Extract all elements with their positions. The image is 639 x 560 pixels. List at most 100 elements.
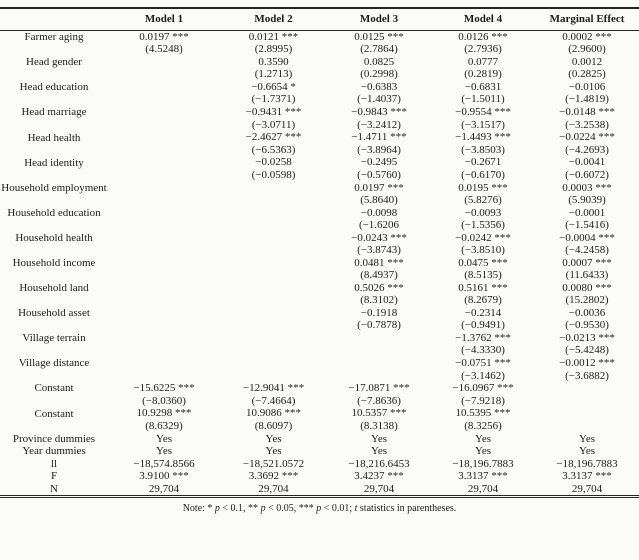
note-segment: Note: * <box>182 503 215 515</box>
table-row: (4.5248) (2.8995) (2.7864) (2.7936) (2.9600) <box>0 43 639 56</box>
coef-cell: −0.0148 *** <box>559 106 615 119</box>
note-segment: p <box>214 503 220 515</box>
table-row: Farmer aging 0.0197 *** 0.0121 *** 0.0125 *… <box>0 31 639 44</box>
coef-cell: −0.0106 <box>568 81 606 94</box>
table-row: (−3.0711) (−3.2412) (−3.1517) (−3.2538) <box>0 119 639 132</box>
coef-cell: −16.0967 *** <box>452 382 514 395</box>
table-row: (5.8640) (5.8276) (5.9039) <box>0 194 639 207</box>
row-label-spacer <box>0 119 108 132</box>
table-row: Village distance −0.0751 *** −0.0012 *** <box>0 357 639 369</box>
table-row: (−1.7371) (−1.4037) (−1.5011) (−1.4819) <box>0 93 639 106</box>
tstat-cell: (2.7936) <box>464 43 502 56</box>
coef-cell <box>108 282 220 294</box>
row-label-spacer <box>0 395 108 408</box>
coef-cell <box>108 332 220 344</box>
tstat-cell: (5.9039) <box>568 193 606 206</box>
tstat-cell: (−1.5416) <box>565 218 609 231</box>
summary-row: Year dummies Yes Yes Yes Yes Yes <box>0 445 639 458</box>
table-row: (−3.8743) (−3.8510) (−4.2458) <box>0 244 639 257</box>
summary-cell: Yes <box>474 445 491 458</box>
coef-cell: −0.0036 <box>568 307 606 320</box>
summary-cell: 29,704 <box>467 482 499 495</box>
coef-cell: 0.0002 *** <box>562 31 612 43</box>
coef-cell: −0.0093 <box>464 206 502 219</box>
coef-cell <box>220 232 327 244</box>
coef-cell <box>108 357 220 369</box>
coef-cell: −0.6654 * <box>251 81 296 94</box>
coef-cell: 0.0003 *** <box>562 181 612 194</box>
tstat-cell: (1.2713) <box>254 68 293 81</box>
tstat-cell: (11.6433) <box>565 269 609 282</box>
summary-cell: −18,521.0572 <box>242 457 305 470</box>
summary-cell: Yes <box>578 445 595 458</box>
coef-cell: −0.0001 <box>568 206 606 219</box>
tstat-cell: (5.8640) <box>360 193 398 206</box>
coef-cell: 0.0777 <box>467 56 499 69</box>
tstat-cell <box>108 319 220 332</box>
table-row: (−6.5363) (−3.8964) (−3.8503) (−4.2693) <box>0 144 639 157</box>
coef-cell: 10.9086 *** <box>246 407 301 420</box>
tstat-cell <box>535 420 639 433</box>
table-row: Head health −2.4627 *** −1.4711 *** −1.4493… <box>0 131 639 143</box>
tstat-cell: (−0.6170) <box>461 168 505 181</box>
table-row: Constant −15.6225 *** −12.9041 *** −17.0871… <box>0 382 639 394</box>
coef-cell: 0.0007 *** <box>562 256 612 269</box>
coef-cell: −17.0871 *** <box>348 382 410 395</box>
tstat-cell <box>220 219 327 232</box>
tstat-cell: (−1.4819) <box>565 93 609 106</box>
tstat-cell: (−4.3330) <box>461 344 505 357</box>
tstat-cell: (−1.7371) <box>251 93 296 106</box>
coef-cell <box>535 407 639 419</box>
tstat-cell: (4.5248) <box>145 43 183 56</box>
table-row: Constant 10.9298 *** 10.9086 *** 10.5357 **… <box>0 407 639 419</box>
tstat-cell <box>108 244 220 257</box>
tstat-cell: (−6.5363) <box>251 143 296 156</box>
summary-cell: −18,574.8566 <box>133 457 195 470</box>
summary-cell: Yes <box>265 445 282 458</box>
table-note: Note: * p < 0.1, ** p < 0.05, *** p < 0.… <box>0 502 639 515</box>
table-row: Head gender 0.3590 0.0825 0.0777 0.0012 <box>0 56 639 68</box>
tstat-cell <box>327 370 431 383</box>
coef-cell: −0.0213 *** <box>559 332 615 345</box>
tstat-cell: (−3.2538) <box>565 118 609 131</box>
tstat-cell: (8.5135) <box>464 269 502 282</box>
coef-cell: −0.0258 <box>255 156 292 169</box>
column-header: Marginal Effect <box>535 8 639 31</box>
table-row: Household income 0.0481 *** 0.0475 *** 0.00… <box>0 257 639 269</box>
row-label-spacer <box>0 68 108 81</box>
table-row: (8.4937) (8.5135) (11.6433) <box>0 269 639 282</box>
tstat-cell: (−7.4664) <box>251 394 296 407</box>
coef-cell: 0.0126 *** <box>458 31 508 43</box>
summary-cell: Yes <box>370 445 387 458</box>
summary-cell: 3.4237 *** <box>354 470 404 483</box>
tstat-cell: (0.2819) <box>464 68 502 81</box>
tstat-cell: (8.3138) <box>360 419 398 432</box>
tstat-cell <box>108 194 220 207</box>
row-label-spacer <box>0 93 108 106</box>
coef-cell: 0.0080 *** <box>562 281 612 294</box>
tstat-cell: (−3.8510) <box>461 244 505 257</box>
row-label: Village distance <box>18 357 90 370</box>
tstat-cell: (−0.6072) <box>565 168 609 181</box>
note-segment: t <box>354 503 358 515</box>
table-row: Household education −0.0098 −0.0093 −0.0001 <box>0 207 639 219</box>
coef-cell: −1.4711 *** <box>351 131 407 144</box>
tstat-cell: (−5.4248) <box>565 344 609 357</box>
row-label-spacer <box>0 244 108 257</box>
coef-cell: −12.9041 *** <box>242 382 305 395</box>
coef-cell: −0.0041 <box>568 156 606 169</box>
tstat-cell: (−8.0360) <box>142 394 186 407</box>
summary-cell: 29,704 <box>258 482 289 495</box>
tstat-cell <box>220 370 327 383</box>
column-header: Model 1 <box>108 8 220 31</box>
tstat-cell <box>220 344 327 357</box>
tstat-cell <box>108 119 220 132</box>
table-row: Head education −0.6654 * −0.6383 −0.6831 −0.… <box>0 81 639 93</box>
row-label: Head marriage <box>21 106 87 119</box>
coef-cell: −0.0224 *** <box>559 131 615 144</box>
coef-cell <box>220 207 327 219</box>
coef-cell <box>220 357 327 369</box>
row-label: Constant <box>34 382 74 395</box>
tstat-cell: (−3.1517) <box>461 118 505 131</box>
summary-row: N 29,704 29,704 29,704 29,704 29,704 <box>0 483 639 497</box>
